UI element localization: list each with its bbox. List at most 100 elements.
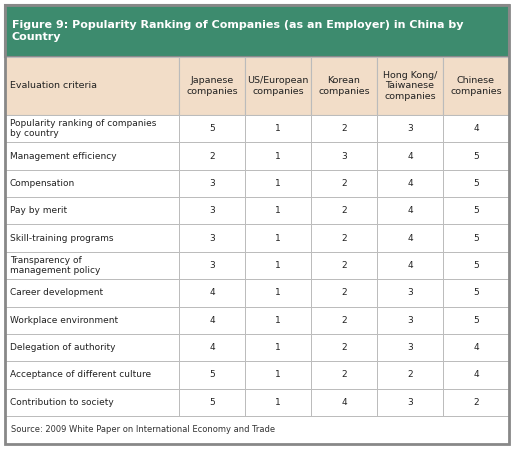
Text: 5: 5 xyxy=(473,233,479,242)
Bar xyxy=(311,224,377,252)
Text: 2: 2 xyxy=(407,370,413,379)
Text: Popularity ranking of companies
by country: Popularity ranking of companies by count… xyxy=(10,119,156,138)
Text: 4: 4 xyxy=(473,124,479,133)
Bar xyxy=(245,170,311,197)
Bar xyxy=(179,115,245,142)
Text: 3: 3 xyxy=(209,261,215,270)
Text: Workplace environment: Workplace environment xyxy=(10,316,118,325)
Bar xyxy=(179,279,245,307)
Bar xyxy=(245,252,311,279)
Text: 4: 4 xyxy=(407,261,413,270)
Bar xyxy=(377,170,443,197)
Bar xyxy=(5,142,179,170)
Bar xyxy=(245,361,311,389)
Bar xyxy=(443,279,509,307)
Text: 2: 2 xyxy=(209,152,215,161)
Bar xyxy=(5,252,179,279)
Text: 1: 1 xyxy=(275,343,281,352)
Bar xyxy=(245,307,311,334)
Bar xyxy=(245,197,311,224)
Text: Delegation of authority: Delegation of authority xyxy=(10,343,116,352)
Text: 1: 1 xyxy=(275,124,281,133)
Text: 5: 5 xyxy=(209,398,215,407)
Bar xyxy=(311,197,377,224)
Bar xyxy=(377,361,443,389)
Text: 1: 1 xyxy=(275,206,281,215)
Text: Figure 9: Popularity Ranking of Companies (as an Employer) in China by
Country: Figure 9: Popularity Ranking of Companie… xyxy=(12,20,464,42)
Bar xyxy=(443,224,509,252)
Text: 3: 3 xyxy=(407,343,413,352)
Bar xyxy=(377,115,443,142)
Bar xyxy=(245,389,311,416)
Text: 4: 4 xyxy=(473,343,479,352)
Text: 1: 1 xyxy=(275,288,281,297)
Text: 2: 2 xyxy=(473,398,479,407)
Bar xyxy=(179,57,245,115)
Text: 1: 1 xyxy=(275,398,281,407)
Text: 4: 4 xyxy=(473,370,479,379)
Text: 2: 2 xyxy=(341,288,347,297)
Text: 2: 2 xyxy=(341,124,347,133)
Text: 1: 1 xyxy=(275,233,281,242)
Text: Transparency of
management policy: Transparency of management policy xyxy=(10,256,100,275)
Bar xyxy=(443,197,509,224)
Bar xyxy=(5,334,179,361)
Bar xyxy=(179,170,245,197)
Bar xyxy=(311,389,377,416)
Text: Compensation: Compensation xyxy=(10,179,75,188)
Bar xyxy=(311,361,377,389)
Bar xyxy=(5,170,179,197)
Bar xyxy=(443,252,509,279)
Bar xyxy=(5,5,509,57)
Bar xyxy=(5,197,179,224)
Text: 1: 1 xyxy=(275,316,281,325)
Text: Pay by merit: Pay by merit xyxy=(10,206,67,215)
Text: 3: 3 xyxy=(407,316,413,325)
Bar xyxy=(377,224,443,252)
Bar xyxy=(179,142,245,170)
Bar xyxy=(5,57,179,115)
Bar xyxy=(5,416,509,444)
Text: 1: 1 xyxy=(275,152,281,161)
Bar xyxy=(179,252,245,279)
Bar xyxy=(245,115,311,142)
Text: 3: 3 xyxy=(407,124,413,133)
Text: 5: 5 xyxy=(473,316,479,325)
Text: 5: 5 xyxy=(473,152,479,161)
Bar xyxy=(443,115,509,142)
Text: 4: 4 xyxy=(407,206,413,215)
Bar xyxy=(377,389,443,416)
Bar xyxy=(311,334,377,361)
Text: 3: 3 xyxy=(407,288,413,297)
Bar xyxy=(311,307,377,334)
Text: 2: 2 xyxy=(341,343,347,352)
Text: 5: 5 xyxy=(473,206,479,215)
Text: Contribution to society: Contribution to society xyxy=(10,398,114,407)
Text: Management efficiency: Management efficiency xyxy=(10,152,117,161)
Bar xyxy=(443,142,509,170)
Text: Skill-training programs: Skill-training programs xyxy=(10,233,114,242)
Bar xyxy=(443,170,509,197)
Text: 4: 4 xyxy=(407,233,413,242)
Text: 5: 5 xyxy=(473,261,479,270)
Bar xyxy=(179,197,245,224)
Text: 4: 4 xyxy=(407,179,413,188)
Bar xyxy=(443,307,509,334)
Bar xyxy=(377,279,443,307)
Bar xyxy=(377,252,443,279)
Text: 5: 5 xyxy=(209,124,215,133)
Bar xyxy=(311,252,377,279)
Bar xyxy=(443,389,509,416)
Bar xyxy=(377,197,443,224)
Text: 2: 2 xyxy=(341,206,347,215)
Text: 4: 4 xyxy=(209,343,215,352)
Text: Korean
companies: Korean companies xyxy=(318,76,370,96)
Bar xyxy=(311,115,377,142)
Text: 3: 3 xyxy=(209,179,215,188)
Bar xyxy=(311,279,377,307)
Text: 3: 3 xyxy=(209,206,215,215)
Bar xyxy=(245,57,311,115)
Bar xyxy=(377,57,443,115)
Bar xyxy=(245,279,311,307)
Text: 3: 3 xyxy=(209,233,215,242)
